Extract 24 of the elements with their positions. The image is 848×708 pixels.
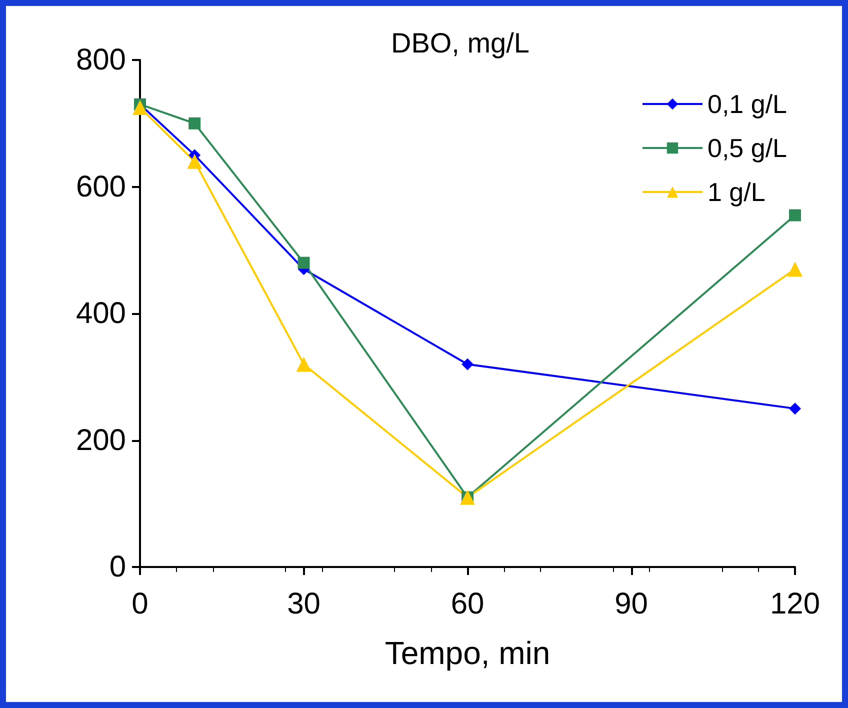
y-tick-label: 0 (109, 550, 126, 584)
x-tick-label: 90 (614, 588, 648, 620)
legend-label: 0,5 g/L (707, 133, 788, 163)
y-tick-label: 400 (76, 297, 126, 330)
y-tick-label: 200 (76, 424, 126, 457)
point (187, 154, 202, 169)
point (298, 256, 310, 269)
x-tick-label: 30 (287, 588, 320, 620)
legend-label: 0,1 g/L (707, 89, 788, 119)
chart-title: DBO, mg/L (391, 28, 530, 58)
y-tick-label: 600 (76, 170, 126, 204)
point (188, 117, 201, 130)
point (789, 209, 801, 222)
point (462, 358, 474, 370)
x-axis-title: Tempo, min (384, 635, 550, 671)
point (788, 262, 802, 277)
x-tick-label: 120 (770, 588, 820, 620)
legend-label: 1 g/L (707, 177, 766, 207)
y-tick-label: 800 (76, 44, 126, 76)
point (296, 356, 312, 372)
point (132, 100, 148, 116)
x-tick-label: 60 (450, 588, 484, 620)
x-tick-label: 0 (132, 588, 148, 620)
point (789, 402, 801, 415)
